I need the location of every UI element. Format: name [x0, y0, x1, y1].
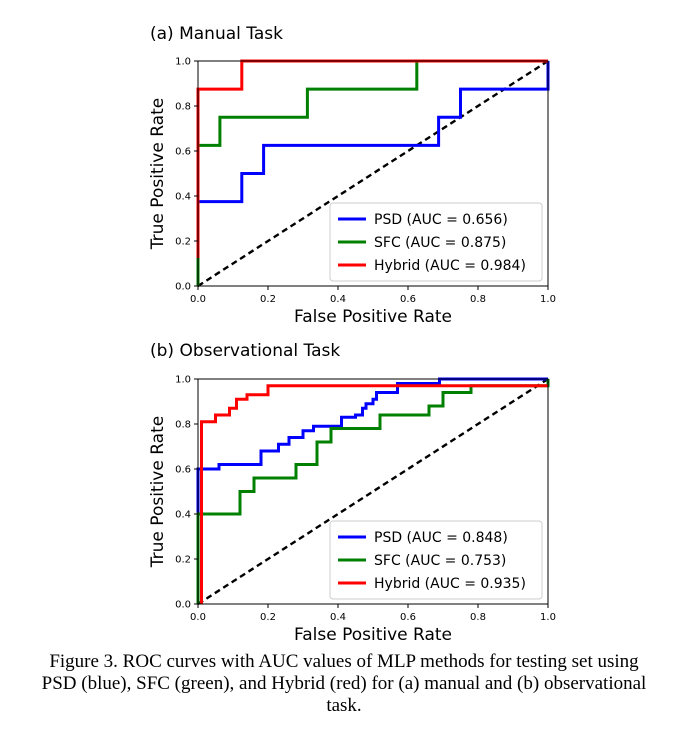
y-tick-label: 0.6: [175, 465, 191, 476]
hybrid-roc-curve: [200, 384, 548, 604]
sfc-roc-curve: [196, 379, 550, 604]
hybrid-legend-label: Hybrid (AUC = 0.984): [374, 258, 526, 274]
y-tick-label: 0.8: [175, 102, 191, 113]
x-axis-label: False Positive Rate: [294, 625, 452, 645]
legend: PSD (AUC = 0.848) SFC (AUC = 0.753) Hybrid…: [329, 520, 543, 600]
legend-box: [329, 520, 543, 600]
psd-roc-curve: [196, 377, 548, 548]
roc-figure: (a) Manual Task 0.0 0.2 0.4 0.6 0.8 1.0 0.0 0.2 0…: [148, 24, 556, 645]
x-tick-label: 0.6: [400, 294, 416, 305]
x-tick-label: 1.0: [540, 294, 556, 305]
x-tick-label: 0.2: [260, 294, 276, 305]
x-tick-label: 0.0: [190, 612, 206, 623]
plot-frame: [197, 60, 549, 287]
y-tick-label: 0.6: [175, 147, 191, 158]
y-tick-label: 0.2: [175, 237, 191, 248]
sfc-legend-label: SFC (AUC = 0.753): [374, 553, 506, 569]
y-tick-label: 0.0: [175, 600, 191, 611]
x-tick-label: 0.6: [400, 612, 416, 623]
y-tick-label: 0.8: [175, 420, 191, 431]
x-axis-label: False Positive Rate: [294, 307, 452, 327]
legend-box: [329, 202, 543, 282]
roc-panel-b: (b) Observational Task 0.0 0.2 0.4 0.6 0.8 1.0…: [148, 341, 556, 645]
y-tick-label: 0.2: [175, 555, 191, 566]
y-tick-label: 1.0: [175, 57, 191, 68]
psd-legend-label: PSD (AUC = 0.848): [374, 530, 508, 546]
psd-legend-label: PSD (AUC = 0.656): [374, 212, 508, 228]
psd-roc-curve: [196, 61, 550, 286]
x-tick-label: 1.0: [540, 612, 556, 623]
y-tick-label: 0.4: [175, 192, 191, 203]
sfc-legend-label: SFC (AUC = 0.875): [374, 235, 506, 251]
x-tick-label: 0.0: [190, 294, 206, 305]
x-tick-label: 0.4: [330, 294, 346, 305]
plot-frame: [197, 378, 549, 605]
y-axis-label: True Positive Rate: [148, 98, 168, 250]
sfc-roc-curve: [196, 59, 548, 286]
y-axis-label: True Positive Rate: [148, 416, 168, 568]
y-tick-label: 0.0: [175, 282, 191, 293]
roc-panel-a: (a) Manual Task 0.0 0.2 0.4 0.6 0.8 1.0 0.0 0.2 0…: [148, 24, 556, 327]
chart-title: (b) Observational Task: [150, 341, 340, 361]
x-tick-label: 0.8: [470, 612, 486, 623]
y-tick-label: 0.4: [175, 510, 191, 521]
x-tick-label: 0.4: [330, 612, 346, 623]
legend: PSD (AUC = 0.656) SFC (AUC = 0.875) Hybrid…: [329, 202, 543, 282]
figure-caption: Figure 3. ROC curves with AUC values of …: [41, 651, 647, 716]
y-tick-label: 1.0: [175, 375, 191, 386]
hybrid-legend-label: Hybrid (AUC = 0.935): [374, 576, 526, 592]
x-tick-label: 0.8: [470, 294, 486, 305]
chart-title: (a) Manual Task: [150, 24, 283, 44]
x-tick-label: 0.2: [260, 612, 276, 623]
